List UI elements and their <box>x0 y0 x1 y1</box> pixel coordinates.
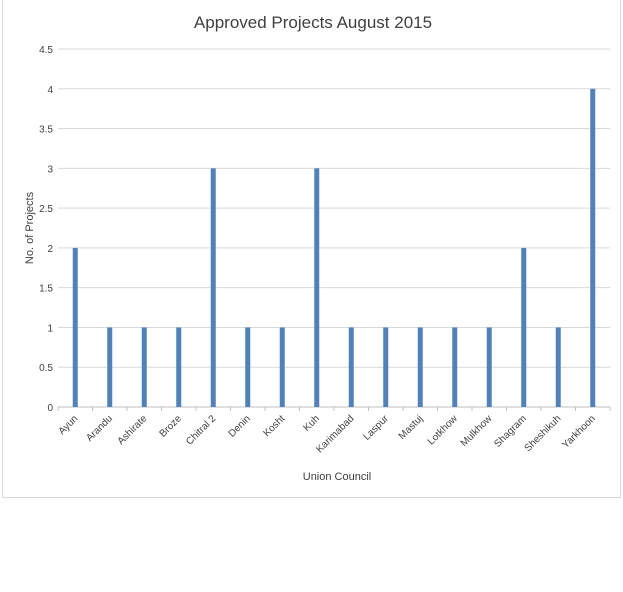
y-tick-label: 2.5 <box>39 204 53 215</box>
x-tick-label: Chitral 2 <box>184 413 218 447</box>
x-tick-label: Denin <box>227 413 253 439</box>
bar <box>210 168 216 407</box>
y-tick-label: 2 <box>47 244 53 255</box>
bar <box>348 327 354 407</box>
x-tick-label: Kuh <box>302 413 322 433</box>
bar <box>590 88 596 408</box>
y-tick-label: 0 <box>47 403 53 414</box>
bar <box>245 327 251 407</box>
bar <box>452 327 458 407</box>
y-axis-ticks: 0 0.5 1 1.5 2 2.5 3 3.5 4 4.5 <box>39 45 53 414</box>
x-tick-label: Ashirate <box>116 413 150 447</box>
x-tick-label: Kosht <box>262 413 288 439</box>
x-tick-label: Ayun <box>57 413 81 437</box>
chart-area <box>2 0 621 498</box>
bar <box>383 327 389 407</box>
x-tick-label: Broze <box>158 413 185 440</box>
bar <box>486 327 492 407</box>
x-tick-label: Karimabad <box>314 413 356 455</box>
y-tick-label: 3 <box>47 164 53 175</box>
x-tick-label: Mastuj <box>397 413 426 442</box>
bar <box>72 247 78 407</box>
gridlines <box>58 48 610 408</box>
chart-title: Approved Projects August 2015 <box>194 13 432 32</box>
y-tick-label: 1 <box>47 323 53 334</box>
bar <box>555 327 561 407</box>
bar <box>107 327 113 407</box>
x-tick-label: Lotkhow <box>426 413 461 448</box>
y-tick-label: 4.5 <box>39 45 53 56</box>
x-tick-label: Yarkhoon <box>560 413 598 451</box>
bar <box>417 327 423 407</box>
bar <box>521 247 527 407</box>
x-tick-label: Arandu <box>84 413 115 444</box>
x-tick-label: Mulkhow <box>459 413 495 449</box>
bar <box>176 327 182 407</box>
y-tick-label: 1.5 <box>39 284 53 295</box>
bars <box>72 88 596 408</box>
y-tick-label: 3.5 <box>39 125 53 136</box>
x-axis-ticks: Ayun Arandu Ashirate Broze Chitral 2 Denin Kos… <box>57 407 611 455</box>
y-axis-title: No. of Projects <box>24 191 36 264</box>
bar <box>314 168 320 407</box>
bar <box>141 327 147 407</box>
x-tick-label: Laspur <box>361 413 391 443</box>
x-tick-label: Sheshikuh <box>523 413 564 454</box>
x-axis-title: Union Council <box>303 471 371 483</box>
y-tick-label: 4 <box>47 85 53 96</box>
y-tick-label: 0.5 <box>39 363 53 374</box>
bar <box>279 327 285 407</box>
